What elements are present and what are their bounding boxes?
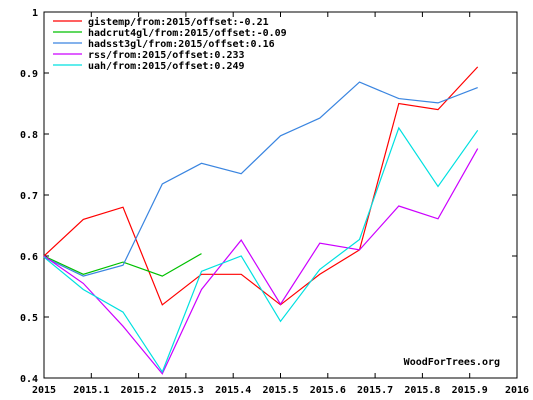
y-tick-label: 1 [32,8,38,19]
x-tick-label: 2015 [32,385,56,396]
series-layer [43,66,479,375]
legend-label: rss/from:2015/offset:0.233 [88,50,245,61]
x-tick-label: 2015.4 [215,385,251,396]
x-tick-label: 2015.3 [168,385,204,396]
x-tick-label: 2015.2 [121,385,157,396]
watermark-text: WoodForTrees.org [404,357,500,368]
legend-label: hadcrut4gl/from:2015/offset:-0.09 [88,28,287,39]
series-line-1 [43,253,202,277]
x-tick-label: 2015.9 [452,385,488,396]
x-tick-label: 2015.8 [404,385,440,396]
x-tick-label: 2015.5 [262,385,298,396]
legend-label: hadsst3gl/from:2015/offset:0.16 [88,39,275,50]
x-tick-label: 2015.7 [357,385,393,396]
series-line-3 [43,148,479,375]
x-tick-label: 2015.1 [73,385,109,396]
y-tick-label: 0.8 [20,130,38,141]
y-tick-label: 0.9 [20,69,38,80]
y-tick-label: 0.4 [20,374,38,385]
series-line-2 [43,81,478,277]
legend-label: gistemp/from:2015/offset:-0.21 [88,16,269,28]
legend-label: uah/from:2015/offset:0.249 [88,61,245,72]
y-tick-label: 0.7 [20,191,38,202]
y-tick-label: 0.5 [20,313,38,324]
axes: 2015 2015.1 2015.2 2015.3 2015.4 2015.5 2015.6… [20,8,529,396]
series-line-4 [43,126,479,374]
legend: gistemp/from:2015/offset:-0.21hadcrut4gl… [53,16,287,72]
y-tick-label: 0.6 [20,252,38,263]
x-tick-label: 2015.6 [310,385,346,396]
x-tick-label: 2016 [505,385,529,396]
